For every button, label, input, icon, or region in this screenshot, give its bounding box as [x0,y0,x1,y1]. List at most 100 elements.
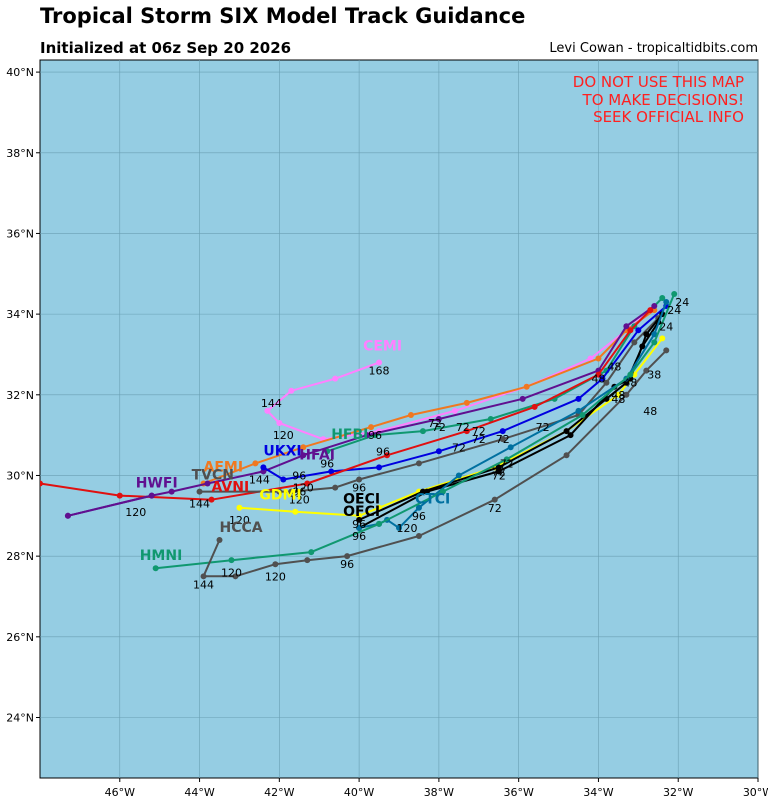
track-point-cemi [288,387,295,394]
forecast-hour-label: 144 [261,397,282,410]
credit-text: Levi Cowan - tropicaltidbits.com [549,41,758,56]
model-label-ofci: OFCI [343,504,380,520]
model-label-hmni: HMNI [140,548,183,564]
track-point-hmni [651,339,658,346]
model-label-hfbi: HFBI [331,427,368,443]
track-point-hcca [415,532,422,539]
forecast-hour-label: 96 [352,482,366,495]
model-label-tvcn: TVCN [192,468,234,484]
lon-tick-label: 38°W [424,786,454,799]
warning-line-2: TO MAKE DECISIONS! [582,91,744,109]
forecast-hour-label: 72 [500,457,514,470]
forecast-hour-label: 48 [623,377,637,390]
forecast-hour-label: 120 [289,494,310,507]
forecast-hour-label: 72 [472,433,486,446]
track-line-ofci [358,313,664,529]
track-point-hcca [563,452,570,459]
track-point-ofci [495,468,502,475]
track-point-hmni [308,549,315,556]
forecast-hour-label: 120 [273,429,294,442]
track-point-ukxi [328,468,335,475]
track-point-hmni [376,520,383,527]
track-line-hfbi [326,297,664,453]
track-point-aemi [523,383,530,390]
warning-line-1: DO NOT USE THIS MAP [573,73,744,91]
track-point-hfbi [659,294,666,301]
forecast-hour-label: 120 [125,506,146,519]
forecast-hour-label: 96 [368,429,382,442]
init-time: Initialized at 06z Sep 20 2026 [40,39,292,57]
track-line-ukxi [262,305,667,481]
forecast-hour-label: 72 [488,502,502,515]
track-point-avni [531,403,538,410]
track-point-aemi [252,460,259,467]
track-point-hfai [364,432,371,439]
warning-line-3: SEEK OFFICIAL INFO [593,108,744,126]
lon-tick-label: 32°W [663,786,693,799]
track-point-ofci [423,488,430,495]
model-label-gdmi: GDMI [259,488,301,504]
forecast-hour-label: 48 [607,361,621,374]
track-line-hwfi [67,494,152,517]
lat-tick-label: 28°N [6,550,34,563]
track-point-hmni [671,290,678,297]
track-point-ukxi [260,464,267,471]
track-point-hcca [216,537,223,544]
track-point-avni [647,307,654,314]
forecast-hour-label: 38 [647,369,661,382]
model-label-oeci: OECI [343,492,380,508]
forecast-hour-label: 96 [376,445,390,458]
track-point-avni [384,452,391,459]
track-point-gdmi [615,391,622,398]
track-point-hfai [623,323,630,330]
axis-ticks: 46°W 44°W 42°W 40°W 38°W 36°W 34°W 32°W 30°W 24°N… [6,66,768,799]
track-point-hcca [663,347,670,354]
page-title: Tropical Storm SIX Model Track Guidance [40,4,526,28]
forecast-hour-label: 48 [591,373,605,386]
forecast-hour-label: 120 [396,522,417,535]
track-point-oeci [356,516,363,523]
track-point-tvcn [276,488,283,495]
track-point-hcca [304,557,311,564]
track-point-hmni [228,557,235,564]
model-label-avni: AVNI [212,480,250,496]
forecast-hour-label: 96 [292,486,306,499]
track-point-tvcn [288,488,295,495]
track-point-ctci [663,299,670,306]
track-point-ukxi [376,464,383,471]
track-point-ukxi [599,375,606,382]
forecast-hour-label: 72 [492,465,506,478]
track-point-ctci [396,524,402,531]
track-point-ctci [507,444,514,451]
forecast-hour-label: 120 [221,566,242,579]
track-line-hfai [67,305,655,517]
track-point-hcca [491,496,498,503]
track-point-ctci [356,524,363,531]
track-point-hfbi [487,416,494,422]
grid-lines [40,60,759,778]
forecast-hour-label: 72 [428,417,442,430]
forecast-hour-label: 144 [249,474,270,487]
forecast-hour-label: 120 [229,514,250,527]
track-point-aemi [463,399,470,406]
track-point-ukxi [635,327,642,334]
track-point-hcca [643,367,650,374]
track-point-cemi [276,420,283,427]
forecast-hour-label: 48 [643,405,657,418]
forecast-hour-label: 96 [340,558,354,571]
lat-tick-label: 40°N [6,66,34,79]
track-point-hfai [168,488,175,495]
track-line-avni [40,309,652,501]
track-point-hcca [232,573,239,580]
track-point-hwfi [148,492,155,499]
model-label-hwfi: HWFI [136,476,178,492]
forecast-hour-label: 72 [472,425,486,438]
lon-tick-label: 34°W [583,786,613,799]
track-point-tvcn [196,488,203,495]
forecast-hour-label: 24 [675,296,689,309]
forecast-hour-label: 72 [536,421,550,434]
track-point-hmni [439,488,446,495]
